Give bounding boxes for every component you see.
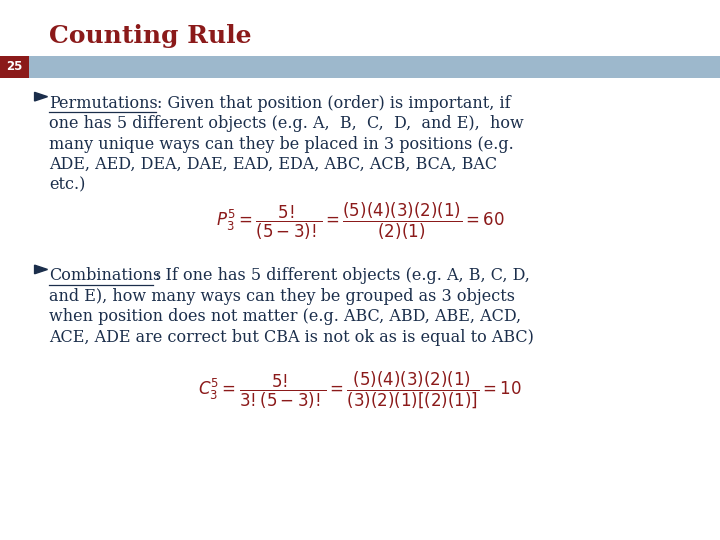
Text: 25: 25	[6, 60, 22, 73]
FancyBboxPatch shape	[0, 56, 720, 78]
Text: : If one has 5 different objects (e.g. A, B, C, D,: : If one has 5 different objects (e.g. A…	[155, 267, 530, 284]
Text: $P_3^5 = \dfrac{5!}{(5-3)!} = \dfrac{(5)(4)(3)(2)(1)}{(2)(1)} = 60$: $P_3^5 = \dfrac{5!}{(5-3)!} = \dfrac{(5)…	[215, 201, 505, 242]
Text: one has 5 different objects (e.g. A,  B,  C,  D,  and E),  how: one has 5 different objects (e.g. A, B, …	[49, 115, 523, 132]
Text: and E), how many ways can they be grouped as 3 objects: and E), how many ways can they be groupe…	[49, 288, 515, 305]
Text: Counting Rule: Counting Rule	[49, 24, 251, 48]
Text: ADE, AED, DEA, DAE, EAD, EDA, ABC, ACB, BCA, BAC: ADE, AED, DEA, DAE, EAD, EDA, ABC, ACB, …	[49, 156, 497, 173]
Text: etc.): etc.)	[49, 177, 86, 193]
Text: $C_3^5 = \dfrac{5!}{3!(5-3)!} = \dfrac{(5)(4)(3)(2)(1)}{(3)(2)(1)\left[(2)(1)\ri: $C_3^5 = \dfrac{5!}{3!(5-3)!} = \dfrac{(…	[198, 369, 522, 410]
FancyBboxPatch shape	[0, 56, 29, 78]
Text: Permutations: Permutations	[49, 94, 158, 111]
Text: when position does not matter (e.g. ABC, ABD, ABE, ACD,: when position does not matter (e.g. ABC,…	[49, 308, 521, 325]
Polygon shape	[35, 265, 48, 274]
Text: Combinations: Combinations	[49, 267, 161, 284]
Polygon shape	[35, 92, 48, 101]
Text: many unique ways can they be placed in 3 positions (e.g.: many unique ways can they be placed in 3…	[49, 136, 513, 152]
Text: : Given that position (order) is important, if: : Given that position (order) is importa…	[157, 94, 510, 111]
Text: ACE, ADE are correct but CBA is not ok as is equal to ABC): ACE, ADE are correct but CBA is not ok a…	[49, 329, 534, 346]
